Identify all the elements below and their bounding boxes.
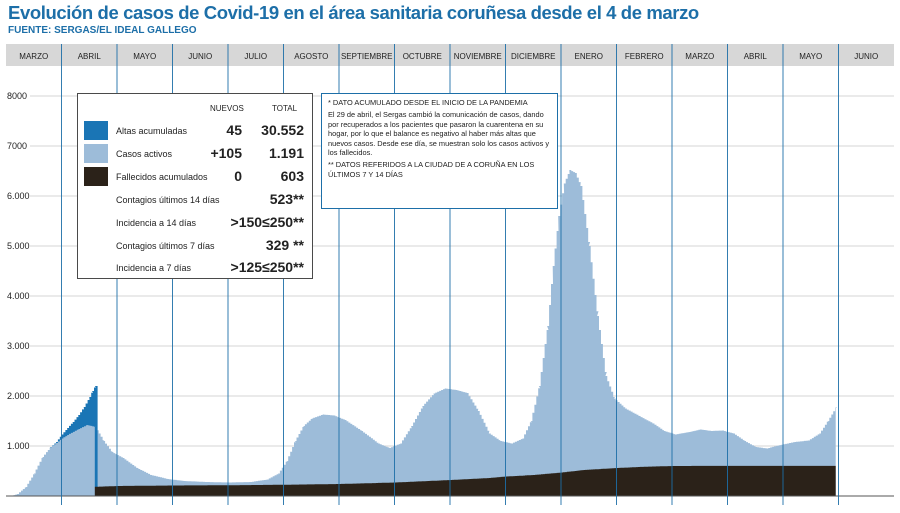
legend-panel: NUEVOS TOTAL Altas acumuladas 45 30.552 … (77, 93, 313, 279)
legend-header-total: TOTAL (272, 104, 298, 113)
stat-value-incidencia14: >150≤250** (230, 214, 304, 230)
activos-swatch (84, 144, 108, 163)
stat-value-contagios14: 523** (269, 191, 304, 207)
activos-area-overlay (11, 425, 97, 496)
data-areas (6, 170, 894, 497)
month-label: DICIEMBRE (511, 52, 555, 61)
chart-title: Evolución de casos de Covid-19 en el áre… (8, 2, 699, 23)
fallecidos-swatch (84, 167, 108, 186)
y-tick-label: 7000 (7, 141, 27, 151)
y-tick-label: 6.000 (7, 191, 30, 201)
y-tick-label: 1.000 (7, 441, 30, 451)
month-label: MAYO (133, 52, 156, 61)
fallecidos-area (11, 465, 838, 496)
y-tick-label: 5.000 (7, 241, 30, 251)
fallecidos-nuevos: 0 (234, 168, 242, 184)
month-label: SEPTIEMBRE (341, 52, 393, 61)
month-label: AGOSTO (294, 52, 328, 61)
activos-area (11, 170, 838, 496)
activos-nuevos: +105 (210, 145, 242, 161)
month-label: MARZO (685, 52, 714, 61)
stat-label-incidencia14: Incidencia a 14 días (116, 218, 197, 228)
y-tick-labels: 8000 7000 6.000 5.000 4.000 3.000 2.000 1.000 (7, 91, 30, 451)
stat-label-incidencia7: Incidencia a 7 días (116, 263, 192, 273)
y-tick-label: 8000 (7, 91, 27, 101)
stat-label-contagios7: Contagios últimos 7 días (116, 241, 215, 251)
note-line3: ** DATOS REFERIDOS A LA CIUDAD DE A CORU… (328, 160, 535, 179)
month-label: JUNIO (188, 52, 212, 61)
stat-value-contagios7: 329 ** (265, 237, 304, 253)
month-label: JUNIO (854, 52, 878, 61)
month-label: MAYO (799, 52, 822, 61)
y-tick-label: 3.000 (7, 341, 30, 351)
y-tick-label: 4.000 (7, 291, 30, 301)
month-label: ABRIL (78, 52, 102, 61)
stat-value-incidencia7: >125≤250** (230, 259, 304, 275)
note-line2: El 29 de abril, el Sergas cambió la comu… (328, 110, 550, 158)
note-panel: * DATO ACUMULADO DESDE EL INICIO DE LA P… (321, 93, 558, 209)
month-label: NOVIEMBRE (454, 52, 502, 61)
altas-swatch (84, 121, 108, 140)
altas-nuevos: 45 (226, 122, 242, 138)
y-tick-label: 2.000 (7, 391, 30, 401)
month-label: MARZO (19, 52, 48, 61)
legend-label-altas: Altas acumuladas (116, 126, 188, 136)
month-label: OCTUBRE (403, 52, 442, 61)
month-label: ENERO (575, 52, 603, 61)
chart-source: FUENTE: SERGAS/EL IDEAL GALLEGO (8, 25, 197, 36)
stat-label-contagios14: Contagios últimos 14 días (116, 195, 220, 205)
month-label: ABRIL (744, 52, 768, 61)
activos-total: 1.191 (268, 145, 304, 161)
month-label: FEBRERO (625, 52, 664, 61)
month-label: JULIO (244, 52, 267, 61)
legend-label-activos: Casos activos (116, 149, 173, 159)
note-line1: * DATO ACUMULADO DESDE EL INICIO DE LA P… (328, 98, 528, 107)
legend-header-nuevos: NUEVOS (210, 104, 244, 113)
altas-total: 30.552 (261, 122, 304, 138)
fallecidos-total: 603 (280, 168, 304, 184)
legend-label-fallecidos: Fallecidos acumulados (116, 172, 208, 182)
